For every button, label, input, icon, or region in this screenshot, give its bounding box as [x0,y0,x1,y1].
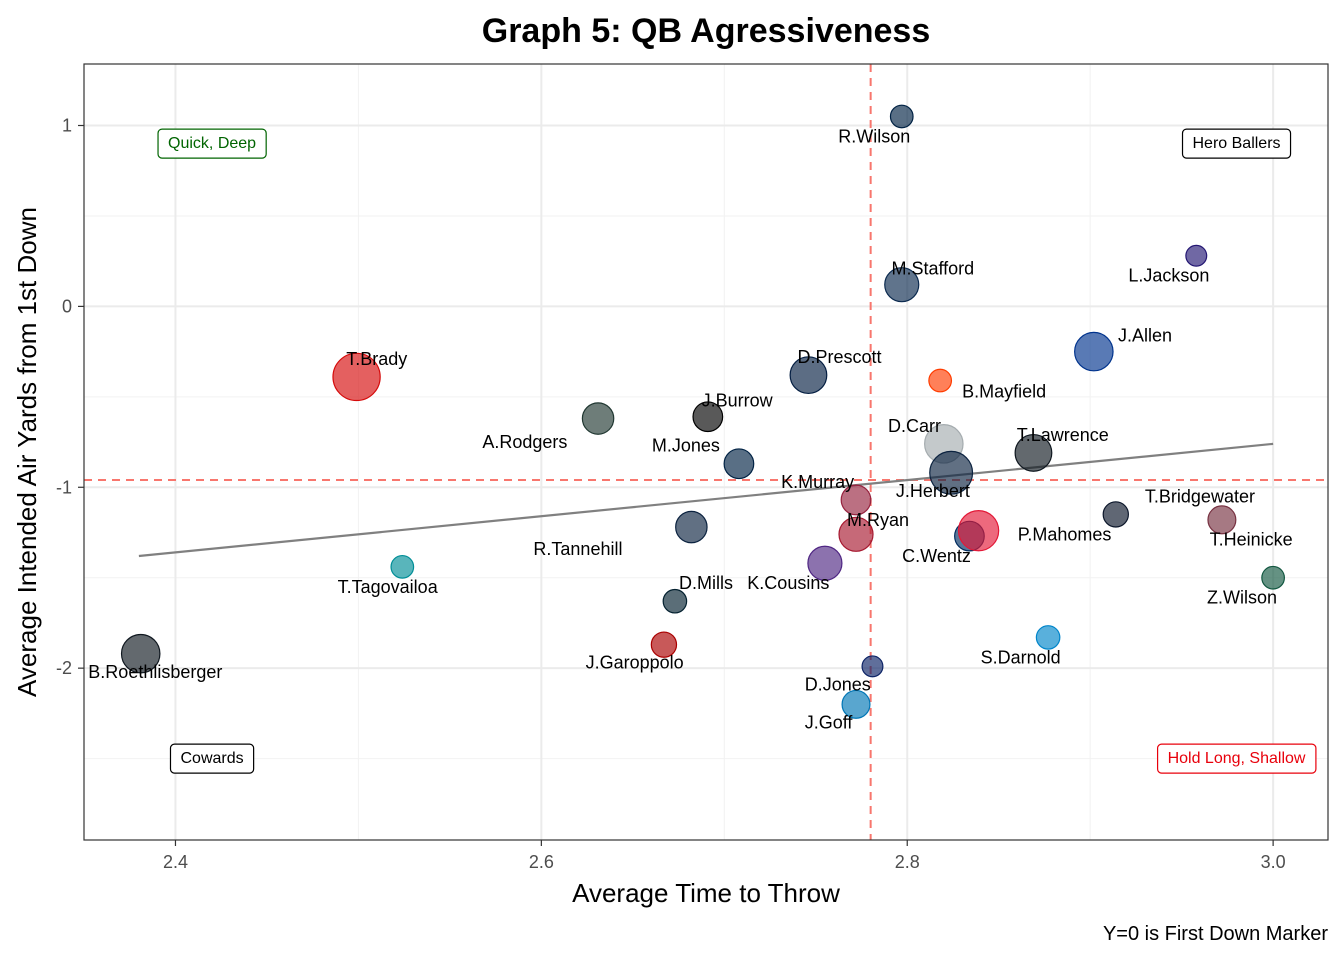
y-tick-label: -2 [56,658,72,678]
chart-title: Graph 5: QB Agressiveness [482,12,930,50]
point-label: J.Garoppolo [586,653,684,673]
point-label: R.Wilson [838,126,910,146]
data-points [120,104,1285,719]
point-label: D.Jones [805,674,871,694]
data-point [1102,501,1129,528]
point-label: T.Heinicke [1210,530,1293,550]
point-label: K.Cousins [747,573,829,593]
data-point [723,448,755,480]
data-point [884,267,920,303]
quadrant-label-box [1156,743,1317,774]
data-point [675,510,708,544]
trend-line-group [138,442,1274,558]
x-tick-label: 2.6 [529,852,554,872]
x-tick-label: 2.4 [163,852,188,872]
y-tick-label: 1 [62,116,72,136]
data-point [390,554,415,579]
data-point [662,588,688,614]
x-axis-title: Average Time to Throw [572,878,840,908]
point-label: M.Jones [652,436,720,456]
point-label: T.Bridgewater [1145,486,1255,506]
data-point [1207,505,1237,535]
panel-background [84,64,1328,840]
x-axis-ticks: 2.4 2.6 2.8 3.0 [163,840,1286,872]
quadrant-label-text: Hero Ballers [1193,135,1281,152]
data-point [861,655,884,678]
quadrant-label-box [169,743,255,774]
data-point [1261,565,1285,590]
data-point [692,401,724,433]
point-label: D.Prescott [798,347,882,367]
data-point [957,510,1000,552]
y-axis-title: Average Intended Air Yards from 1st Down [12,207,42,697]
point-label: D.Mills [679,573,733,593]
trend-line [138,442,1274,558]
point-label: A.Rodgers [482,432,567,452]
point-label: T.Tagovailoa [338,577,439,597]
data-point [1035,625,1061,650]
point-label: L.Jackson [1128,266,1209,286]
point-label: R.Tannehill [533,539,622,559]
quadrant-label-box [1181,128,1292,159]
point-label: K.Murray [781,472,854,492]
point-labels: R.Wilson L.Jackson M.Stafford J.Allen T.Brad… [88,126,1292,732]
point-label: D.Carr [888,416,941,436]
plot-panel: Quick, Deep Hero Ballers Cowards Hold Long,… [83,63,1329,841]
quadrant-label-text: Hold Long, Shallow [1168,750,1306,767]
point-label: T.Lawrence [1017,425,1109,445]
point-label: J.Burrow [702,390,774,410]
data-point [332,352,381,402]
point-label: M.Ryan [847,510,909,530]
panel-border [83,63,1329,841]
point-label: J.Herbert [896,481,970,501]
point-label: C.Wentz [902,546,971,566]
quadrant-label: Quick, Deep [157,128,267,159]
point-label: J.Allen [1118,325,1172,345]
x-tick-label: 3.0 [1261,852,1286,872]
quadrant-label: Hero Ballers [1181,128,1292,159]
quadrant-label: Cowards [169,743,255,774]
data-point [928,368,953,393]
data-point [807,545,843,581]
y-axis-ticks: -2 -1 0 1 [56,116,84,678]
grid-lines [84,64,1328,840]
quadrant-label: Hold Long, Shallow [1156,743,1317,774]
data-point [841,689,871,719]
x-tick-label: 2.8 [895,852,920,872]
data-point [650,631,678,658]
reference-lines [84,64,1328,840]
quadrant-label-box [157,128,267,159]
quadrant-labels: Quick, Deep Hero Ballers Cowards Hold Long,… [157,128,1317,774]
data-point [1014,433,1053,472]
data-point [840,484,872,516]
data-point [1074,331,1114,372]
point-label: Z.Wilson [1207,588,1277,608]
y-tick-label: -1 [56,477,72,497]
data-point [838,516,874,552]
point-label: T.Brady [346,349,407,369]
point-label: B.Mayfield [962,381,1046,401]
data-point [1185,244,1208,267]
point-label: M.Stafford [891,258,974,278]
data-point [929,450,974,495]
point-label: B.Roethlisberger [88,662,222,682]
caption: Y=0 is First Down Marker [1103,923,1328,945]
data-point [581,402,615,435]
data-point [889,104,914,129]
quadrant-label-text: Cowards [180,750,243,767]
point-label: S.Darnold [981,647,1061,667]
point-label: J.Goff [805,712,854,732]
y-tick-label: 0 [62,296,72,316]
data-point [120,633,161,674]
quadrant-label-text: Quick, Deep [168,135,256,152]
point-label: P.Mahomes [1018,524,1112,544]
data-point [789,356,828,395]
